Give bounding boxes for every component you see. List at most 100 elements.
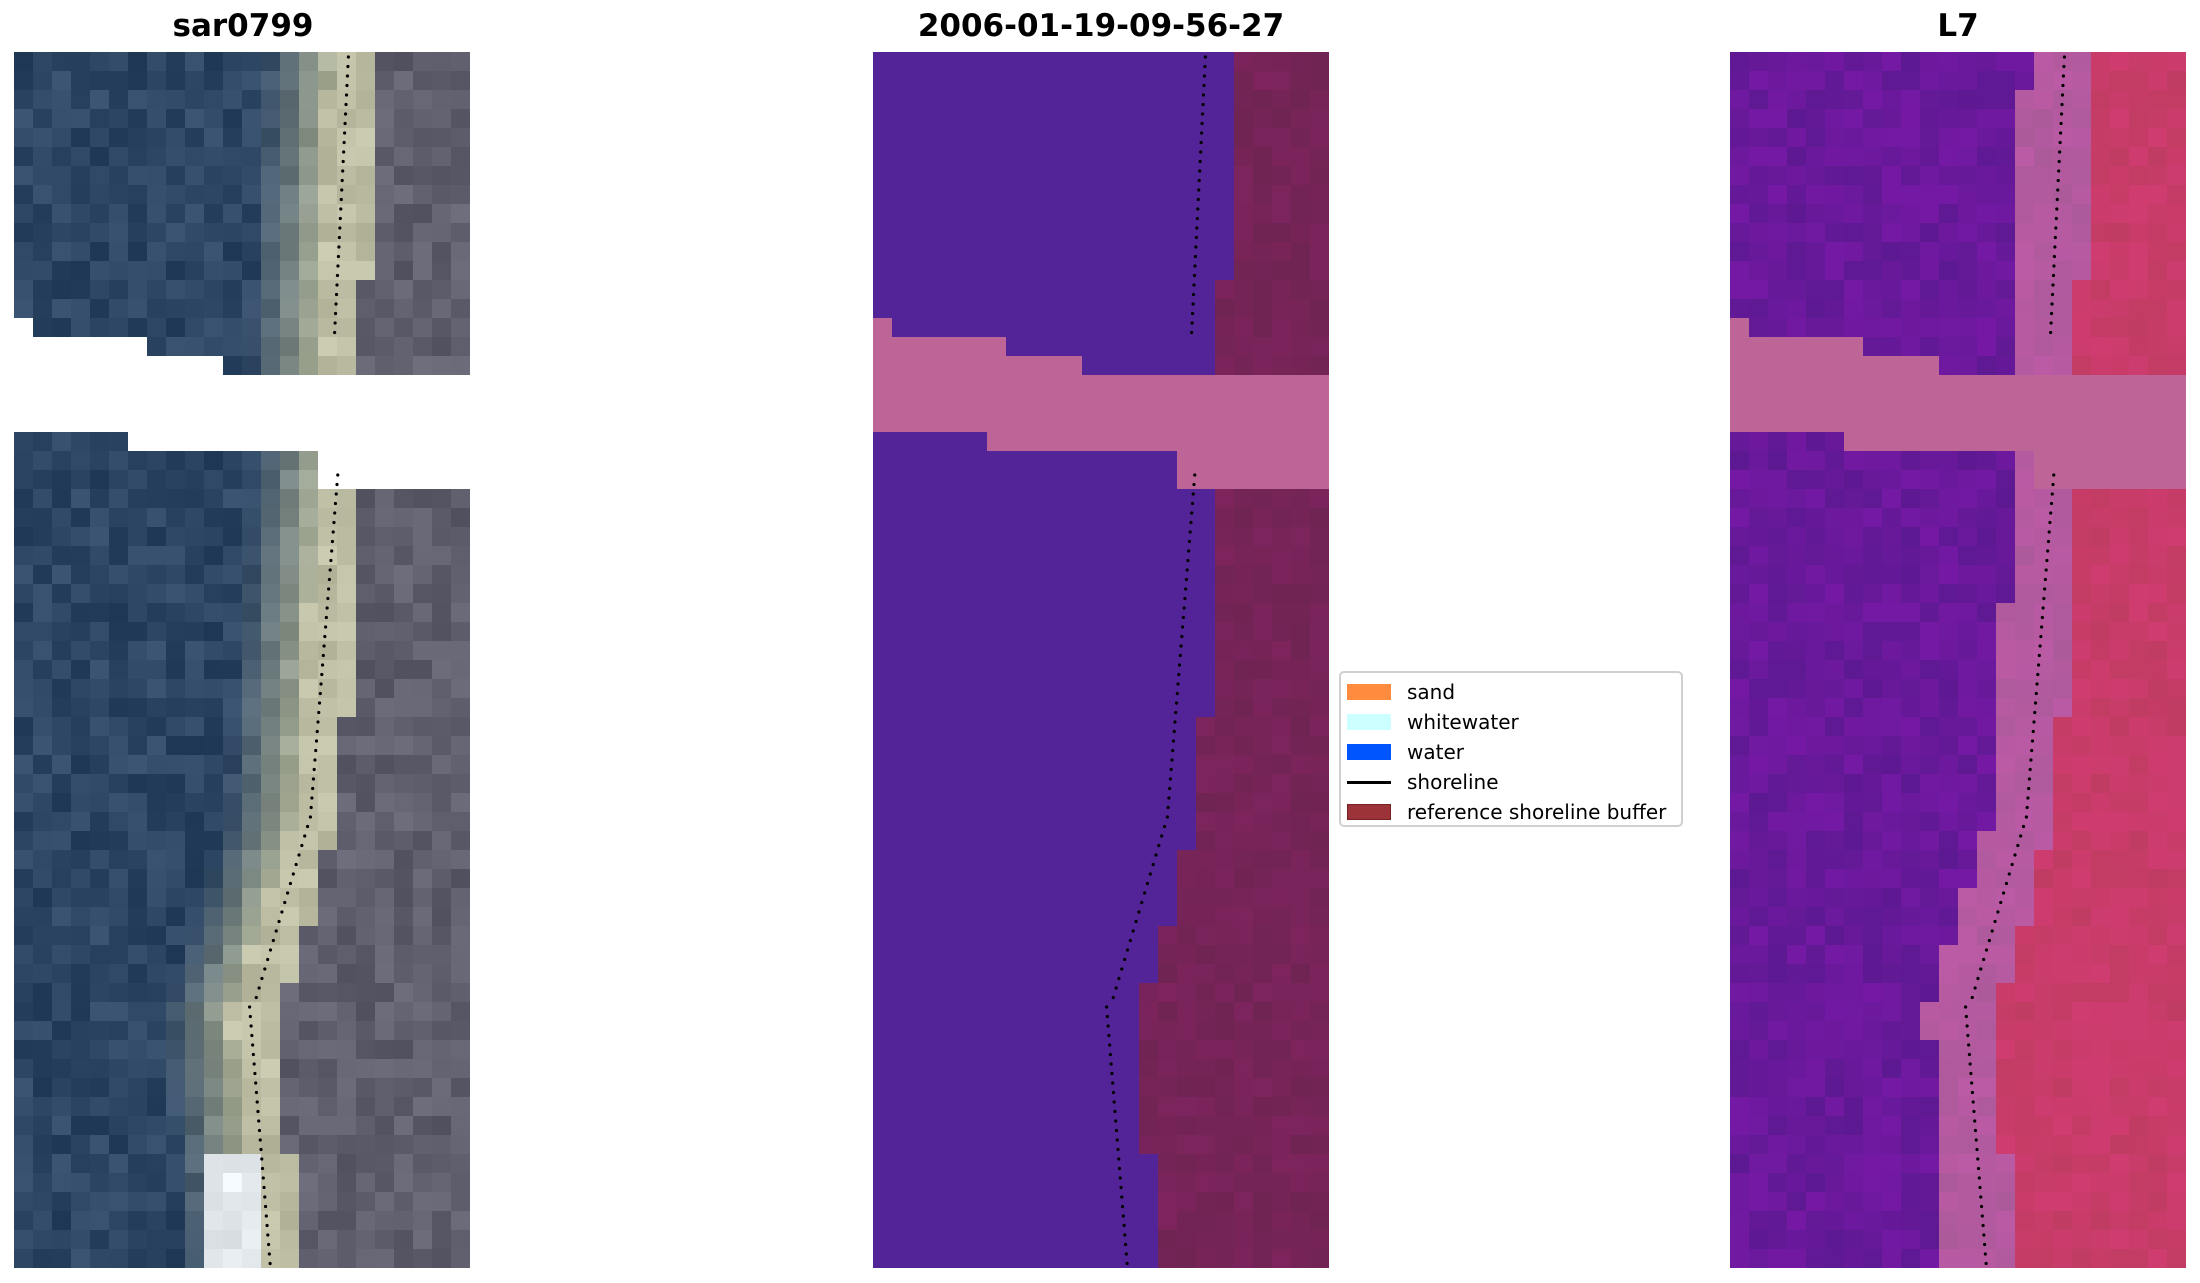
image-pixel: [1063, 679, 1082, 698]
image-pixel: [1901, 660, 1920, 679]
image-pixel: [1958, 470, 1977, 489]
image-pixel: [71, 318, 90, 337]
image-pixel: [1272, 774, 1291, 793]
image-pixel: [299, 603, 318, 622]
image-pixel: [1158, 1078, 1177, 1097]
image-pixel: [128, 318, 147, 337]
image-pixel: [1253, 432, 1272, 451]
image-pixel: [1844, 413, 1863, 432]
image-pixel: [1825, 356, 1844, 375]
image-pixel: [432, 774, 451, 793]
image-pixel: [2072, 109, 2091, 128]
image-pixel: [166, 1040, 185, 1059]
image-pixel: [71, 660, 90, 679]
image-pixel: [1063, 831, 1082, 850]
image-pixel: [356, 242, 375, 261]
image-pixel: [14, 774, 33, 793]
image-pixel: [2015, 964, 2034, 983]
image-pixel: [1958, 1040, 1977, 1059]
image-pixel: [375, 356, 394, 375]
image-pixel: [185, 1021, 204, 1040]
image-pixel: [1291, 356, 1310, 375]
image-pixel: [337, 128, 356, 147]
image-pixel: [280, 147, 299, 166]
image-pixel: [356, 166, 375, 185]
image-pixel: [1310, 622, 1329, 641]
image-pixel: [968, 1078, 987, 1097]
image-pixel: [2015, 470, 2034, 489]
image-pixel: [1863, 356, 1882, 375]
image-pixel: [1139, 52, 1158, 71]
image-pixel: [1901, 1097, 1920, 1116]
image-pixel: [949, 299, 968, 318]
image-pixel: [1882, 242, 1901, 261]
image-pixel: [14, 1040, 33, 1059]
image-pixel: [1958, 413, 1977, 432]
image-pixel: [1272, 793, 1291, 812]
image-pixel: [432, 1116, 451, 1135]
image-pixel: [261, 1040, 280, 1059]
image-pixel: [375, 793, 394, 812]
image-pixel: [1958, 527, 1977, 546]
image-pixel: [1120, 907, 1139, 926]
image-pixel: [1139, 223, 1158, 242]
image-pixel: [33, 869, 52, 888]
image-pixel: [2015, 527, 2034, 546]
image-pixel: [280, 299, 299, 318]
image-pixel: [1215, 831, 1234, 850]
image-pixel: [2053, 1097, 2072, 1116]
image-pixel: [1806, 565, 1825, 584]
image-pixel: [1025, 1002, 1044, 1021]
image-pixel: [892, 375, 911, 394]
image-pixel: [1082, 71, 1101, 90]
image-pixel: [1825, 1249, 1844, 1268]
image-pixel: [204, 1192, 223, 1211]
image-pixel: [1120, 432, 1139, 451]
image-pixel: [1977, 90, 1996, 109]
image-pixel: [1291, 1211, 1310, 1230]
image-pixel: [2015, 185, 2034, 204]
image-pixel: [166, 147, 185, 166]
image-pixel: [1730, 1078, 1749, 1097]
image-pixel: [1863, 1040, 1882, 1059]
image-pixel: [2091, 527, 2110, 546]
image-pixel: [873, 280, 892, 299]
image-pixel: [1234, 489, 1253, 508]
image-pixel: [2148, 983, 2167, 1002]
image-pixel: [1958, 451, 1977, 470]
image-pixel: [1253, 945, 1272, 964]
image-pixel: [949, 964, 968, 983]
image-pixel: [1939, 280, 1958, 299]
image-pixel: [223, 71, 242, 90]
image-pixel: [242, 508, 261, 527]
image-pixel: [1996, 109, 2015, 128]
image-pixel: [1006, 1116, 1025, 1135]
image-pixel: [911, 299, 930, 318]
image-pixel: [185, 1154, 204, 1173]
image-pixel: [1158, 565, 1177, 584]
image-pixel: [413, 527, 432, 546]
image-pixel: [52, 280, 71, 299]
image-pixel: [873, 983, 892, 1002]
image-pixel: [949, 774, 968, 793]
image-pixel: [911, 641, 930, 660]
image-pixel: [261, 850, 280, 869]
image-pixel: [71, 1040, 90, 1059]
image-pixel: [1215, 318, 1234, 337]
image-pixel: [356, 964, 375, 983]
image-pixel: [968, 147, 987, 166]
image-pixel: [968, 394, 987, 413]
image-pixel: [147, 888, 166, 907]
image-pixel: [1291, 413, 1310, 432]
image-pixel: [1253, 204, 1272, 223]
image-pixel: [873, 451, 892, 470]
image-pixel: [1863, 907, 1882, 926]
image-pixel: [1825, 394, 1844, 413]
image-pixel: [52, 907, 71, 926]
image-pixel: [128, 1154, 147, 1173]
image-pixel: [1901, 318, 1920, 337]
image-pixel: [166, 71, 185, 90]
image-pixel: [90, 1097, 109, 1116]
image-pixel: [52, 1249, 71, 1268]
image-pixel: [1787, 869, 1806, 888]
